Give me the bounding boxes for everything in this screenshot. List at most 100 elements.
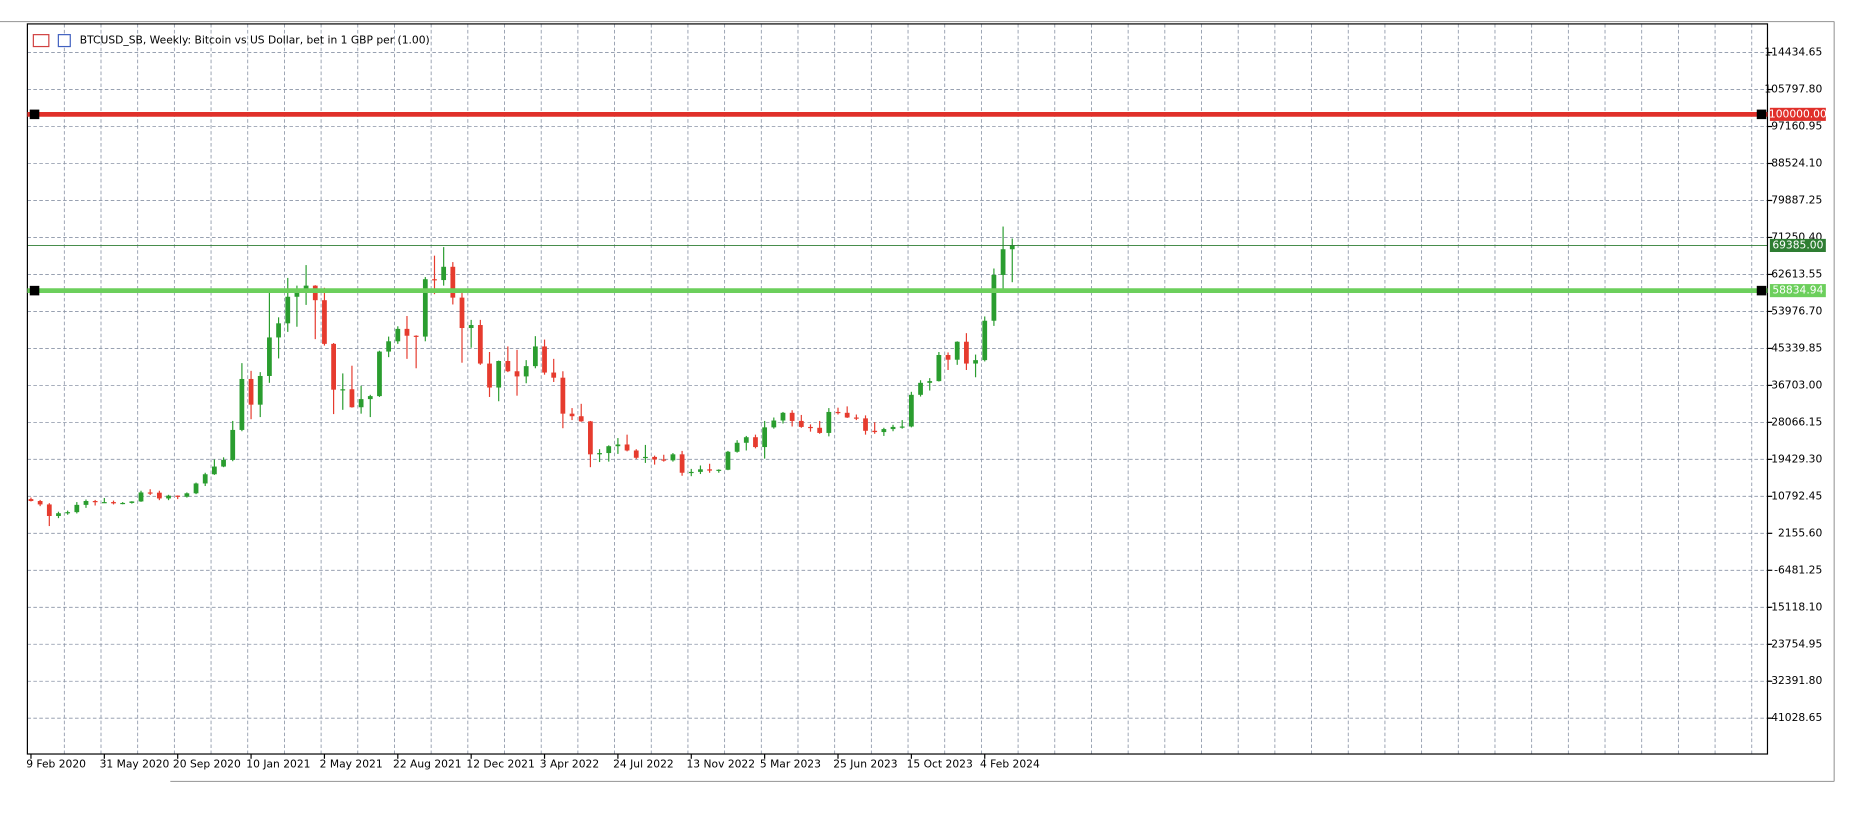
candle-body — [560, 377, 566, 414]
candle-body — [92, 501, 98, 503]
level-handle — [1756, 285, 1767, 296]
candle-body — [817, 427, 823, 433]
level-label: 58834.94 — [1772, 284, 1823, 297]
candle-body — [881, 429, 887, 433]
y-tick-label: 97160.95 — [1771, 120, 1822, 133]
candle-body — [450, 266, 456, 298]
candle-body — [230, 429, 236, 460]
y-tick-label: -6481.25 — [1774, 563, 1822, 576]
candle-body — [853, 417, 859, 419]
candle-body — [138, 492, 144, 502]
candle-body — [340, 389, 346, 391]
candle-body — [65, 512, 71, 514]
candle-body — [954, 341, 960, 360]
candle-body — [83, 501, 89, 505]
candle-body — [459, 297, 465, 329]
x-tick-label: 2 May 2021 — [320, 758, 383, 771]
candle-body — [753, 437, 758, 448]
candle-body — [432, 279, 437, 281]
candle-body — [542, 346, 547, 373]
candle-body — [936, 354, 942, 382]
y-tick-label: 28066.15 — [1771, 415, 1822, 428]
candle-body — [927, 381, 933, 383]
candle-body — [322, 300, 327, 344]
candle-body — [267, 337, 272, 376]
candle-body — [129, 501, 135, 503]
candle-body — [771, 420, 777, 428]
plot-frame — [26, 23, 1769, 755]
candle-body — [166, 495, 171, 499]
candle-body — [991, 274, 997, 321]
candle-body — [588, 421, 593, 455]
level-handle — [29, 109, 40, 120]
candle-body — [890, 426, 896, 430]
level-handle — [29, 285, 40, 296]
level-label-box — [1769, 107, 1826, 121]
x-tick-label: 20 Sep 2020 — [173, 758, 241, 771]
candle-body — [578, 416, 584, 422]
candle-body — [468, 325, 474, 329]
plot-area — [27, 23, 1768, 755]
candle-body — [212, 466, 217, 475]
price-label-box — [1769, 238, 1826, 252]
y-tick-label: 62613.55 — [1771, 267, 1822, 280]
x-tick-label: 12 Dec 2021 — [466, 758, 534, 771]
candle-body — [652, 456, 657, 460]
candle-body — [395, 328, 401, 342]
candle-body — [1009, 245, 1015, 250]
candle-body — [624, 444, 630, 451]
y-tick-label: -15118.10 — [1767, 600, 1822, 613]
candle-body — [523, 366, 529, 377]
price-label: 69385.00 — [1772, 238, 1823, 251]
candle-body — [982, 320, 988, 361]
candle-body — [670, 454, 676, 461]
y-tick-label: 53976.70 — [1771, 304, 1822, 317]
candle-body — [349, 389, 355, 408]
candle-body — [331, 343, 336, 390]
candle-body — [725, 451, 731, 470]
candle-body — [487, 363, 492, 388]
y-tick-label: 88524.10 — [1771, 156, 1822, 169]
icon — [32, 34, 50, 48]
candle-body — [633, 450, 639, 458]
candle-body — [973, 360, 978, 364]
candle-body — [743, 437, 749, 443]
candle-body — [120, 502, 126, 505]
candle-body — [661, 459, 667, 461]
y-tick-label: 105797.80 — [1764, 83, 1822, 96]
candle-body — [257, 375, 263, 405]
x-tick-label: 25 Jun 2023 — [833, 758, 897, 771]
candle-body — [147, 492, 153, 494]
y-tick-label: 114434.65 — [1764, 46, 1822, 59]
x-tick-label: 13 Nov 2022 — [687, 758, 756, 771]
candle-body — [248, 378, 254, 405]
candle-body — [404, 328, 410, 336]
y-tick-label: 2155.60 — [1778, 526, 1822, 539]
candle-body — [386, 341, 392, 352]
candle-body — [835, 411, 841, 414]
candle-body — [798, 420, 804, 427]
y-tick-label: -41028.65 — [1767, 711, 1822, 724]
candle-body — [37, 501, 43, 505]
candle-body — [285, 296, 291, 324]
candle-body — [826, 411, 832, 433]
level-label-box — [1769, 284, 1826, 298]
candle-body — [175, 495, 181, 497]
candle-body — [56, 513, 61, 516]
candle-body — [202, 474, 208, 484]
x-tick-label: 5 Mar 2023 — [760, 758, 821, 771]
x-tick-label: 24 Jul 2022 — [613, 758, 674, 771]
candle-body — [111, 502, 116, 504]
y-tick-label: -23754.95 — [1767, 637, 1822, 650]
candle-body — [276, 323, 281, 338]
y-tick-label: 19429.30 — [1771, 452, 1822, 465]
y-tick-label: -32391.80 — [1767, 674, 1822, 687]
candle-body — [734, 442, 740, 452]
candle-body — [780, 412, 786, 421]
candle-body — [643, 456, 648, 459]
candle-body — [698, 469, 703, 472]
candle-body — [899, 426, 905, 428]
